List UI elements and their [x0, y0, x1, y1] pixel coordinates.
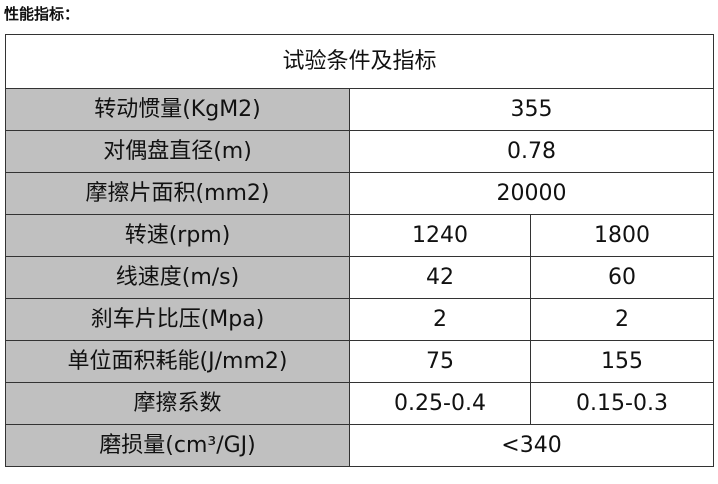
table-title: 试验条件及指标	[5, 34, 714, 89]
row-value: 0.78	[349, 130, 714, 173]
table-row: 刹车片比压(Mpa) 2 2	[5, 298, 714, 341]
table-title-row: 试验条件及指标	[5, 34, 714, 89]
section-heading: 性能指标：	[4, 5, 80, 23]
row-value: 1800	[530, 214, 714, 257]
table-row: 磨损量(cm³/GJ) <340	[5, 424, 714, 467]
row-value: 155	[530, 340, 714, 383]
row-label: 对偶盘直径(m)	[5, 130, 350, 173]
table-row: 对偶盘直径(m) 0.78	[5, 130, 714, 173]
row-label: 转速(rpm)	[5, 214, 350, 257]
row-label: 磨损量(cm³/GJ)	[5, 424, 350, 467]
row-value: 60	[530, 256, 714, 299]
row-label: 线速度(m/s)	[5, 256, 350, 299]
table-row: 转动惯量(KgM2) 355	[5, 88, 714, 131]
row-label: 刹车片比压(Mpa)	[5, 298, 350, 341]
table-row: 摩擦系数 0.25-0.4 0.15-0.3	[5, 382, 714, 425]
row-label: 摩擦片面积(mm2)	[5, 172, 350, 215]
row-value: 0.15-0.3	[530, 382, 714, 425]
table-row: 单位面积耗能(J/mm2) 75 155	[5, 340, 714, 383]
row-value: 1240	[349, 214, 531, 257]
table-row: 转速(rpm) 1240 1800	[5, 214, 714, 257]
row-value: 2	[530, 298, 714, 341]
row-value: 20000	[349, 172, 714, 215]
performance-table: 试验条件及指标 转动惯量(KgM2) 355 对偶盘直径(m) 0.78 摩擦片面积(m…	[5, 34, 714, 467]
row-value: 75	[349, 340, 531, 383]
row-value: 42	[349, 256, 531, 299]
row-value: 2	[349, 298, 531, 341]
table-row: 线速度(m/s) 42 60	[5, 256, 714, 299]
row-value: 0.25-0.4	[349, 382, 531, 425]
row-value: 355	[349, 88, 714, 131]
row-value: <340	[349, 424, 714, 467]
row-label: 摩擦系数	[5, 382, 350, 425]
table-row: 摩擦片面积(mm2) 20000	[5, 172, 714, 215]
row-label: 转动惯量(KgM2)	[5, 88, 350, 131]
row-label: 单位面积耗能(J/mm2)	[5, 340, 350, 383]
